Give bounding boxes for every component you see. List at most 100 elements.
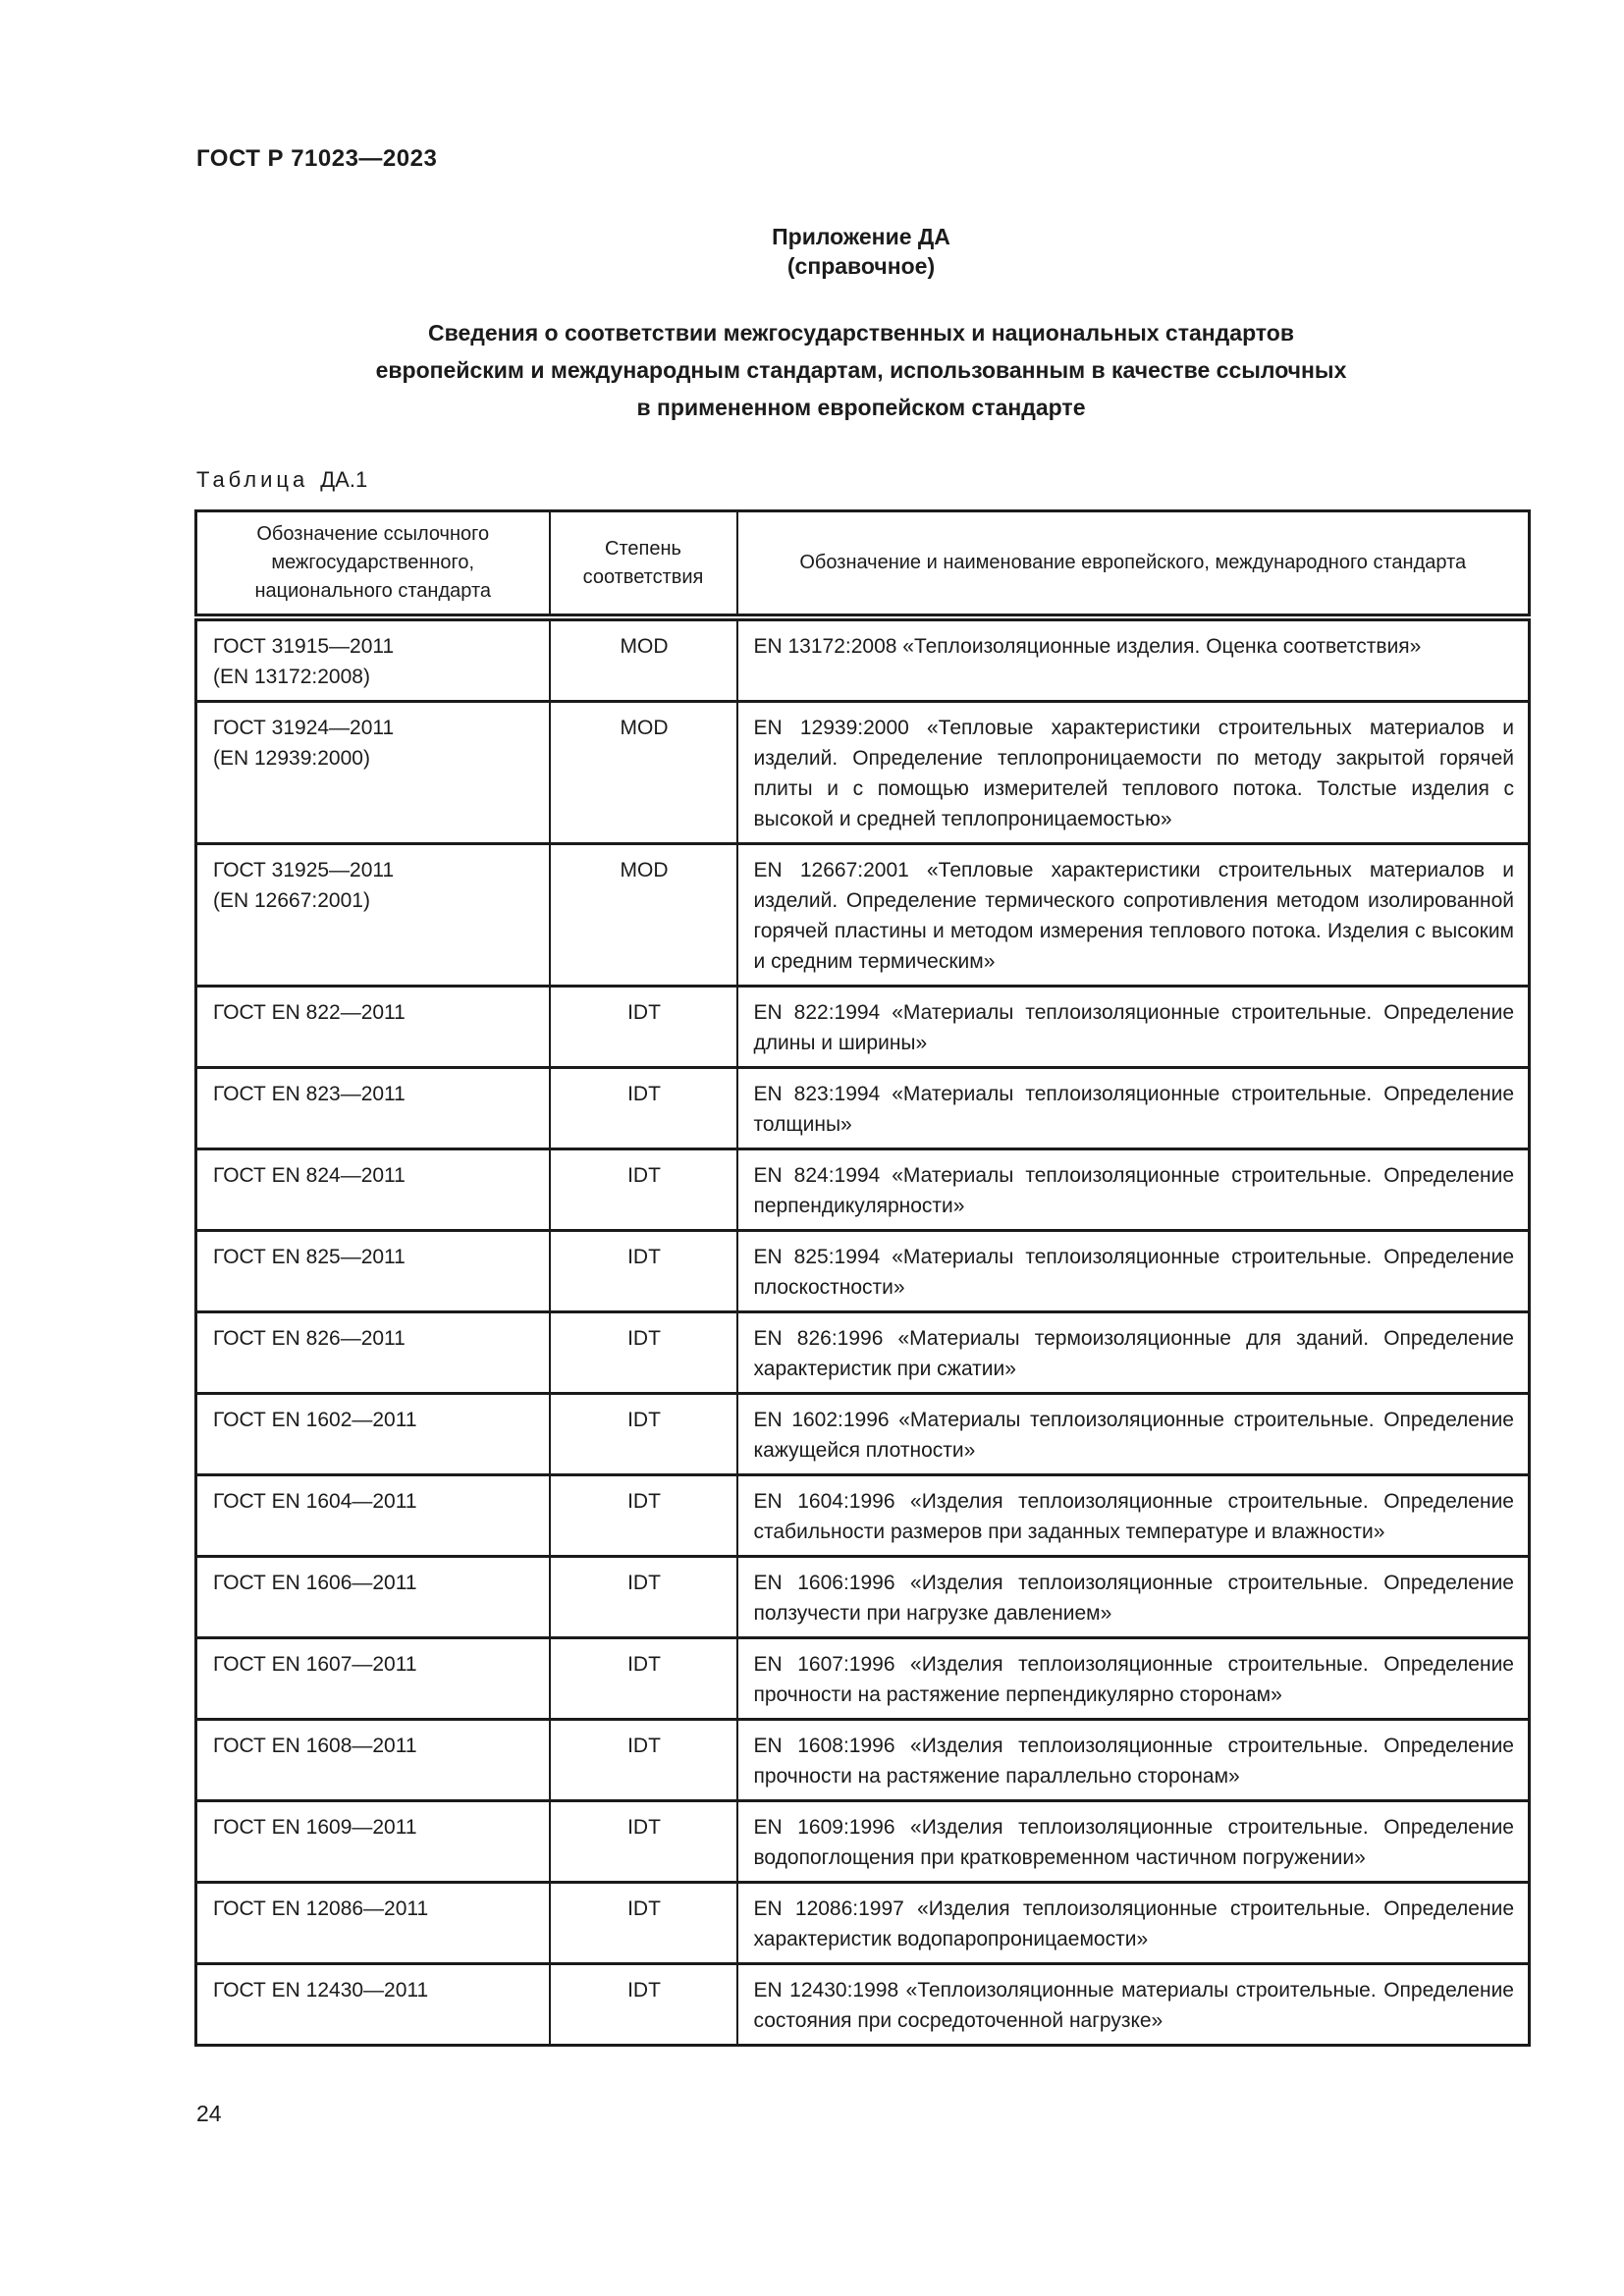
degree-cell: IDT xyxy=(548,1310,738,1395)
national-standard-designation: ГОСТ 31924—2011 xyxy=(213,717,395,739)
national-standard-cell: ГОСТ EN 1602—2011 xyxy=(194,1392,551,1476)
national-standard-en-ref: (EN 12667:2001) xyxy=(213,889,370,912)
international-standard-cell: EN 13172:2008 «Теплоизоляционные изделия… xyxy=(735,615,1531,703)
column-header-international-standard: Обозначение и наименование европейского,… xyxy=(735,509,1531,621)
national-standard-cell: ГОСТ EN 822—2011 xyxy=(194,985,551,1069)
table-body: ГОСТ 31915—2011 (EN 13172:2008) MOD EN 1… xyxy=(194,615,1531,2047)
national-standard-cell: ГОСТ EN 12086—2011 xyxy=(194,1881,551,1965)
national-standard-cell: ГОСТ EN 823—2011 xyxy=(194,1066,551,1150)
international-standard-cell: EN 1608:1996 «Изделия теплоизоляционные … xyxy=(735,1718,1531,1802)
degree-cell: IDT xyxy=(548,1555,738,1639)
national-standard-designation: ГОСТ 31915—2011 xyxy=(213,635,395,658)
degree-cell: IDT xyxy=(548,1881,738,1965)
appendix-title-line: европейским и международным стандартам, … xyxy=(375,357,1347,383)
degree-cell: IDT xyxy=(548,985,738,1069)
correspondence-table: Обозначение ссылочного межгосударственно… xyxy=(194,509,1531,2047)
degree-cell: IDT xyxy=(548,1229,738,1313)
degree-cell: MOD xyxy=(548,615,738,703)
table-row: ГОСТ 31915—2011 (EN 13172:2008) MOD EN 1… xyxy=(194,615,1531,703)
column-header-degree: Степень соответствия xyxy=(548,509,738,621)
appendix-title: Сведения о соответствии межгосударственн… xyxy=(175,314,1547,426)
national-standard-cell: ГОСТ EN 824—2011 xyxy=(194,1148,551,1232)
table-row: ГОСТ EN 823—2011 IDT EN 823:1994 «Матери… xyxy=(194,1066,1531,1150)
national-standard-designation: ГОСТ 31925—2011 xyxy=(213,859,395,881)
national-standard-cell: ГОСТ EN 12430—2011 xyxy=(194,1962,551,2047)
national-standard-designation: ГОСТ EN 12430—2011 xyxy=(213,1979,429,2002)
national-standard-designation: ГОСТ EN 1608—2011 xyxy=(213,1735,417,1757)
national-standard-cell: ГОСТ EN 1606—2011 xyxy=(194,1555,551,1639)
table-row: ГОСТ EN 824—2011 IDT EN 824:1994 «Матери… xyxy=(194,1148,1531,1232)
national-standard-designation: ГОСТ EN 826—2011 xyxy=(213,1327,406,1350)
national-standard-en-ref: (EN 13172:2008) xyxy=(213,666,370,688)
international-standard-cell: EN 1607:1996 «Изделия теплоизоляционные … xyxy=(735,1636,1531,1721)
table-row: ГОСТ EN 12430—2011 IDT EN 12430:1998 «Те… xyxy=(194,1962,1531,2047)
international-standard-cell: EN 822:1994 «Материалы теплоизоляционные… xyxy=(735,985,1531,1069)
national-standard-designation: ГОСТ EN 822—2011 xyxy=(213,1001,406,1024)
table-row: ГОСТ 31925—2011 (EN 12667:2001) MOD EN 1… xyxy=(194,842,1531,988)
appendix-heading: Приложение ДА (справочное) xyxy=(194,222,1528,281)
degree-cell: IDT xyxy=(548,1066,738,1150)
degree-cell: IDT xyxy=(548,1636,738,1721)
national-standard-designation: ГОСТ EN 825—2011 xyxy=(213,1246,406,1268)
degree-cell: IDT xyxy=(548,1799,738,1884)
table-row: ГОСТ EN 825—2011 IDT EN 825:1994 «Матери… xyxy=(194,1229,1531,1313)
table-caption: Таблица ДА.1 xyxy=(196,467,367,493)
national-standard-cell: ГОСТ EN 1609—2011 xyxy=(194,1799,551,1884)
international-standard-cell: EN 12430:1998 «Теплоизоляционные материа… xyxy=(735,1962,1531,2047)
national-standard-cell: ГОСТ EN 826—2011 xyxy=(194,1310,551,1395)
appendix-label: Приложение ДА xyxy=(772,224,950,249)
international-standard-cell: EN 1604:1996 «Изделия теплоизоляционные … xyxy=(735,1473,1531,1558)
degree-cell: IDT xyxy=(548,1962,738,2047)
page-number: 24 xyxy=(196,2101,222,2126)
national-standard-designation: ГОСТ EN 12086—2011 xyxy=(213,1897,429,1920)
international-standard-cell: EN 1606:1996 «Изделия теплоизоляционные … xyxy=(735,1555,1531,1639)
table-row: ГОСТ EN 826—2011 IDT EN 826:1996 «Матери… xyxy=(194,1310,1531,1395)
national-standard-designation: ГОСТ EN 1604—2011 xyxy=(213,1490,417,1513)
table-header-row: Обозначение ссылочного межгосударственно… xyxy=(194,509,1531,621)
running-head: ГОСТ Р 71023—2023 xyxy=(196,145,438,172)
table-row: ГОСТ EN 12086—2011 IDT EN 12086:1997 «Из… xyxy=(194,1881,1531,1965)
table-row: ГОСТ EN 822—2011 IDT EN 822:1994 «Матери… xyxy=(194,985,1531,1069)
degree-cell: MOD xyxy=(548,700,738,845)
degree-cell: IDT xyxy=(548,1392,738,1476)
national-standard-designation: ГОСТ EN 823—2011 xyxy=(213,1083,406,1105)
table-row: ГОСТ EN 1608—2011 IDT EN 1608:1996 «Изде… xyxy=(194,1718,1531,1802)
international-standard-cell: EN 1602:1996 «Материалы теплоизоляционны… xyxy=(735,1392,1531,1476)
national-standard-cell: ГОСТ EN 825—2011 xyxy=(194,1229,551,1313)
international-standard-cell: EN 12667:2001 «Тепловые характеристики с… xyxy=(735,842,1531,988)
national-standard-cell: ГОСТ 31915—2011 (EN 13172:2008) xyxy=(194,615,551,703)
national-standard-cell: ГОСТ EN 1607—2011 xyxy=(194,1636,551,1721)
degree-cell: IDT xyxy=(548,1718,738,1802)
table-row: ГОСТ EN 1607—2011 IDT EN 1607:1996 «Изде… xyxy=(194,1636,1531,1721)
appendix-title-line: Сведения о соответствии межгосударственн… xyxy=(428,320,1294,346)
table-caption-number: ДА.1 xyxy=(320,467,368,492)
degree-cell: IDT xyxy=(548,1473,738,1558)
international-standard-cell: EN 1609:1996 «Изделия теплоизоляционные … xyxy=(735,1799,1531,1884)
table-caption-word: Таблица xyxy=(196,467,309,492)
column-header-national-standard: Обозначение ссылочного межгосударственно… xyxy=(194,509,551,621)
international-standard-cell: EN 12086:1997 «Изделия теплоизоляционные… xyxy=(735,1881,1531,1965)
appendix-kind: (справочное) xyxy=(786,253,936,279)
national-standard-en-ref: (EN 12939:2000) xyxy=(213,747,370,770)
national-standard-cell: ГОСТ 31924—2011 (EN 12939:2000) xyxy=(194,700,551,845)
table-row: ГОСТ EN 1606—2011 IDT EN 1606:1996 «Изде… xyxy=(194,1555,1531,1639)
international-standard-cell: EN 825:1994 «Материалы теплоизоляционные… xyxy=(735,1229,1531,1313)
national-standard-cell: ГОСТ 31925—2011 (EN 12667:2001) xyxy=(194,842,551,988)
table-row: ГОСТ EN 1604—2011 IDT EN 1604:1996 «Изде… xyxy=(194,1473,1531,1558)
international-standard-cell: EN 12939:2000 «Тепловые характеристики с… xyxy=(735,700,1531,845)
international-standard-cell: EN 826:1996 «Материалы термоизоляционные… xyxy=(735,1310,1531,1395)
table-row: ГОСТ 31924—2011 (EN 12939:2000) MOD EN 1… xyxy=(194,700,1531,845)
degree-cell: IDT xyxy=(548,1148,738,1232)
degree-cell: MOD xyxy=(548,842,738,988)
table-row: ГОСТ EN 1609—2011 IDT EN 1609:1996 «Изде… xyxy=(194,1799,1531,1884)
national-standard-designation: ГОСТ EN 1602—2011 xyxy=(213,1409,417,1431)
national-standard-designation: ГОСТ EN 1607—2011 xyxy=(213,1653,417,1676)
national-standard-cell: ГОСТ EN 1604—2011 xyxy=(194,1473,551,1558)
table-row: ГОСТ EN 1602—2011 IDT EN 1602:1996 «Мате… xyxy=(194,1392,1531,1476)
national-standard-designation: ГОСТ EN 824—2011 xyxy=(213,1164,406,1187)
national-standard-designation: ГОСТ EN 1606—2011 xyxy=(213,1572,417,1594)
national-standard-designation: ГОСТ EN 1609—2011 xyxy=(213,1816,417,1839)
international-standard-cell: EN 824:1994 «Материалы теплоизоляционные… xyxy=(735,1148,1531,1232)
international-standard-cell: EN 823:1994 «Материалы теплоизоляционные… xyxy=(735,1066,1531,1150)
